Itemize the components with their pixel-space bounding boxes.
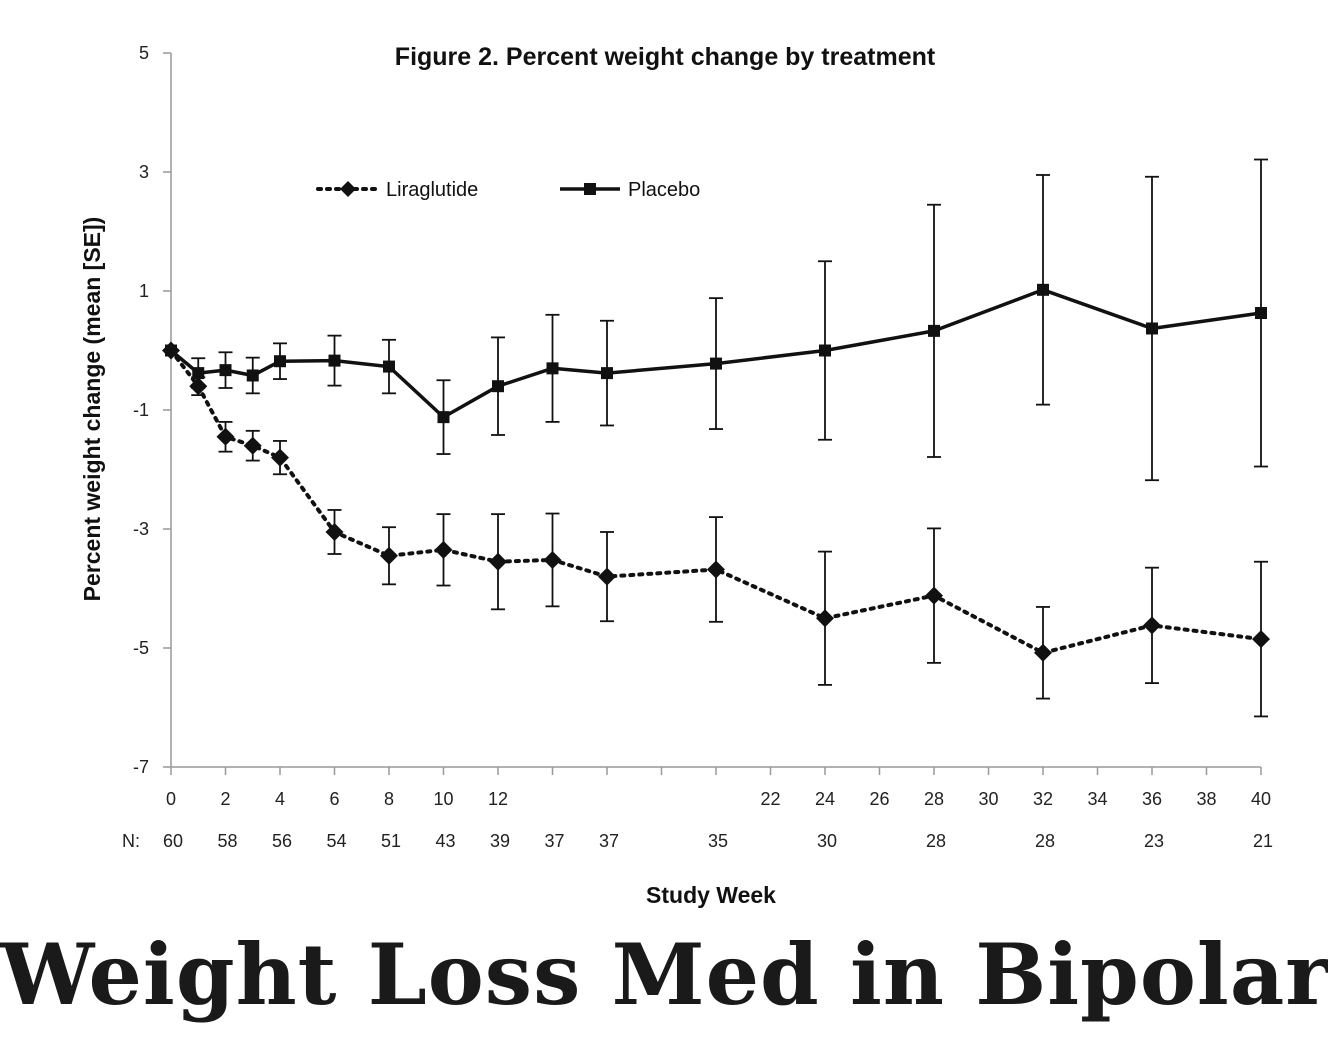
y-tick-label: -7	[133, 757, 149, 777]
x-tick-label: 38	[1196, 789, 1216, 809]
x-tick-label: 30	[978, 789, 998, 809]
data-point-liraglutide	[1143, 616, 1161, 635]
error-bars	[191, 158, 1268, 718]
x-tick-label: 32	[1033, 789, 1053, 809]
n-value: 56	[272, 831, 292, 851]
n-value: 21	[1253, 831, 1273, 851]
x-tick-label: 10	[433, 789, 453, 809]
data-point-placebo	[601, 367, 613, 380]
x-tick-label: 26	[869, 789, 889, 809]
n-row-label: N:	[122, 831, 140, 851]
n-value: 54	[326, 831, 346, 851]
data-point-liraglutide	[325, 522, 344, 541]
data-point-placebo	[383, 360, 395, 373]
data-point-placebo	[192, 367, 205, 380]
data-point-liraglutide	[380, 546, 398, 565]
data-point-liraglutide	[707, 560, 725, 579]
n-value: 60	[163, 831, 183, 851]
y-tick-label: -3	[133, 519, 149, 539]
banner-title: Weight Loss Med in Bipolar	[0, 925, 1328, 1024]
data-point-placebo	[328, 354, 341, 367]
data-point-placebo	[1146, 322, 1158, 335]
chart-title: Figure 2. Percent weight change by treat…	[395, 43, 936, 71]
y-tick-label: -5	[133, 638, 149, 658]
data-point-liraglutide	[434, 540, 453, 559]
data-point-placebo	[165, 344, 177, 357]
data-point-placebo	[274, 355, 286, 368]
data-point-placebo	[1037, 283, 1049, 296]
y-axis-label: Percent weight change (mean [SE])	[79, 217, 105, 602]
data-point-placebo	[246, 369, 259, 382]
data-point-liraglutide	[216, 427, 235, 446]
data-point-placebo	[492, 380, 504, 393]
data-point-liraglutide	[243, 436, 262, 455]
n-value: 58	[217, 831, 237, 851]
x-tick-label: 6	[329, 789, 339, 809]
x-tick-label: 0	[166, 789, 176, 809]
legend-placebo-label: Placebo	[628, 179, 700, 201]
y-tick-label: 5	[139, 43, 149, 63]
series-markers	[162, 283, 1270, 662]
data-point-placebo	[437, 411, 450, 424]
x-tick-label: 4	[275, 789, 285, 809]
data-point-placebo	[546, 362, 559, 375]
x-axis-label: Study Week	[646, 882, 776, 908]
legend: Liraglutide Placebo	[316, 179, 700, 201]
n-value: 37	[599, 831, 619, 851]
y-tick-label: 3	[139, 162, 149, 182]
x-tick-label: 2	[220, 789, 230, 809]
y-tick-label: 1	[139, 281, 149, 301]
data-point-liraglutide	[598, 567, 616, 586]
n-value: 51	[381, 831, 401, 851]
data-point-placebo	[710, 357, 722, 370]
n-value: 23	[1144, 831, 1164, 851]
n-value: 28	[1035, 831, 1055, 851]
x-tick-label: 22	[760, 789, 780, 809]
x-tick-label: 28	[924, 789, 944, 809]
n-value: 35	[708, 831, 728, 851]
data-point-placebo	[219, 364, 232, 377]
y-tick-label: -1	[133, 400, 149, 420]
n-value: 39	[490, 831, 510, 851]
legend-liraglutide-marker	[340, 181, 356, 197]
x-tick-label: 8	[384, 789, 394, 809]
data-point-placebo	[1255, 307, 1267, 320]
x-tick-label: 12	[488, 789, 508, 809]
data-point-liraglutide	[1252, 630, 1270, 649]
n-value: 28	[926, 831, 946, 851]
x-tick-label: 34	[1087, 789, 1107, 809]
legend-liraglutide-label: Liraglutide	[386, 179, 478, 201]
data-point-liraglutide	[271, 448, 289, 467]
data-point-liraglutide	[489, 552, 507, 571]
data-point-placebo	[928, 324, 940, 337]
n-value: 30	[817, 831, 837, 851]
data-point-placebo	[819, 344, 831, 357]
n-at-risk-row: N: 60 58 56 54 51 43 39 37 37 35 30 28 28 23 21	[122, 831, 1273, 851]
n-value: 43	[435, 831, 455, 851]
axes: 531-1-3-5-70 2 4 6 8 10 12 22 24 26 28 30 32 34 36 38 40	[133, 43, 1271, 809]
n-value: 37	[544, 831, 564, 851]
x-tick-label: 24	[815, 789, 835, 809]
data-point-liraglutide	[543, 550, 562, 569]
x-tick-label: 40	[1251, 789, 1271, 809]
data-point-liraglutide	[189, 377, 208, 396]
data-point-liraglutide	[925, 586, 943, 605]
data-point-liraglutide	[816, 609, 834, 628]
x-tick-label: 36	[1142, 789, 1162, 809]
data-point-liraglutide	[1034, 643, 1052, 662]
legend-placebo-marker	[584, 183, 596, 195]
